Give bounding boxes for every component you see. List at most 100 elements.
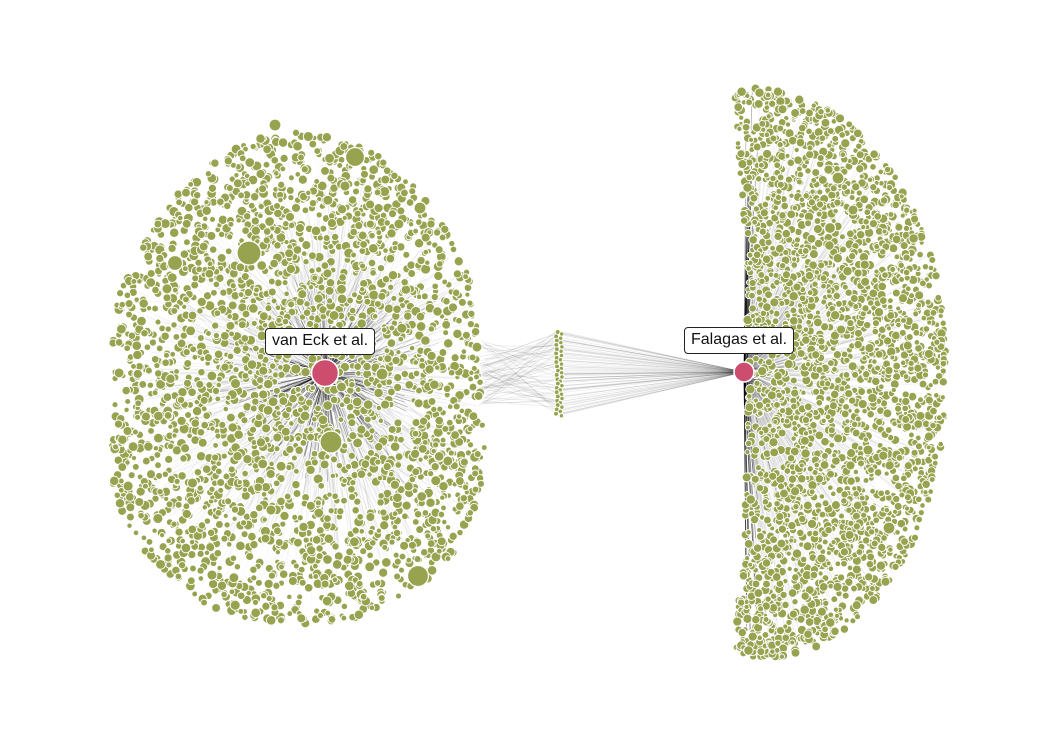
edge xyxy=(482,390,559,402)
edge xyxy=(559,371,745,375)
network-node xyxy=(480,444,488,451)
edge xyxy=(483,338,559,400)
edge xyxy=(559,348,745,373)
network-node xyxy=(215,381,222,389)
network-node xyxy=(366,471,373,478)
edge xyxy=(478,370,559,391)
edge xyxy=(478,362,559,388)
edge xyxy=(480,344,559,391)
edge xyxy=(278,379,309,390)
edge xyxy=(559,369,745,373)
edge xyxy=(559,347,745,373)
edge xyxy=(481,382,559,399)
edge xyxy=(484,363,559,381)
edge xyxy=(178,395,245,487)
edge xyxy=(559,371,745,398)
network-node xyxy=(146,269,156,278)
edge xyxy=(477,364,559,389)
edge xyxy=(478,378,559,388)
edge xyxy=(559,339,745,373)
edge xyxy=(559,348,745,373)
network-node xyxy=(196,549,205,558)
edge xyxy=(559,334,745,373)
edge xyxy=(484,397,559,402)
edge xyxy=(478,347,559,366)
network-node xyxy=(291,202,301,213)
edge xyxy=(559,371,745,406)
network-node xyxy=(450,353,460,363)
edge xyxy=(485,337,559,367)
edge xyxy=(324,372,408,408)
edge xyxy=(559,332,745,373)
network-node xyxy=(226,412,236,423)
edge xyxy=(478,374,559,386)
edge xyxy=(559,349,745,373)
edge xyxy=(325,189,330,320)
edge xyxy=(559,371,745,382)
network-node xyxy=(225,541,233,548)
edge xyxy=(483,379,559,389)
network-node xyxy=(449,245,458,254)
edge xyxy=(305,209,321,276)
edge xyxy=(559,353,745,373)
edge xyxy=(559,371,745,411)
edge xyxy=(479,370,559,407)
edge xyxy=(482,389,559,401)
network-node xyxy=(387,283,395,291)
edge xyxy=(480,400,559,404)
network-node xyxy=(398,566,405,574)
network-node xyxy=(313,147,322,155)
edge xyxy=(559,371,745,394)
edge xyxy=(283,377,307,392)
edge xyxy=(202,462,260,532)
edge xyxy=(559,365,745,373)
left-cluster xyxy=(108,118,488,629)
edge xyxy=(743,371,746,559)
edge xyxy=(479,336,559,364)
edge xyxy=(483,373,559,402)
network-node xyxy=(211,321,220,330)
edge xyxy=(559,371,745,379)
edge xyxy=(482,392,559,404)
network-node xyxy=(456,528,464,537)
edge xyxy=(559,356,745,373)
edge xyxy=(559,371,745,379)
edge xyxy=(559,371,745,376)
edge xyxy=(559,371,745,382)
edge xyxy=(559,341,745,373)
edge xyxy=(559,371,745,382)
network-node xyxy=(191,590,199,598)
network-node xyxy=(196,307,204,315)
edge xyxy=(559,371,745,407)
edge xyxy=(482,366,559,389)
edge xyxy=(559,349,745,373)
edge xyxy=(559,333,745,373)
network-node xyxy=(440,504,447,512)
edge xyxy=(347,376,366,384)
edge xyxy=(346,444,377,539)
edge xyxy=(559,359,745,373)
network-node xyxy=(241,309,251,319)
edge xyxy=(559,371,745,400)
network-node xyxy=(293,467,300,475)
edge xyxy=(484,354,559,399)
edge xyxy=(559,343,745,373)
edge xyxy=(482,343,559,367)
edge xyxy=(361,389,390,416)
network-node xyxy=(155,344,164,353)
edge xyxy=(559,371,745,386)
edge xyxy=(480,353,559,367)
edge xyxy=(559,371,745,397)
edge xyxy=(336,419,363,469)
edge xyxy=(482,369,559,383)
edge xyxy=(485,378,559,402)
edge xyxy=(559,371,745,408)
network-node xyxy=(123,406,130,414)
network-node xyxy=(324,285,335,296)
edge xyxy=(339,263,372,318)
edge xyxy=(480,339,559,413)
network-node xyxy=(292,489,302,498)
edge xyxy=(559,366,745,373)
edge xyxy=(559,346,745,373)
edge xyxy=(485,370,559,393)
